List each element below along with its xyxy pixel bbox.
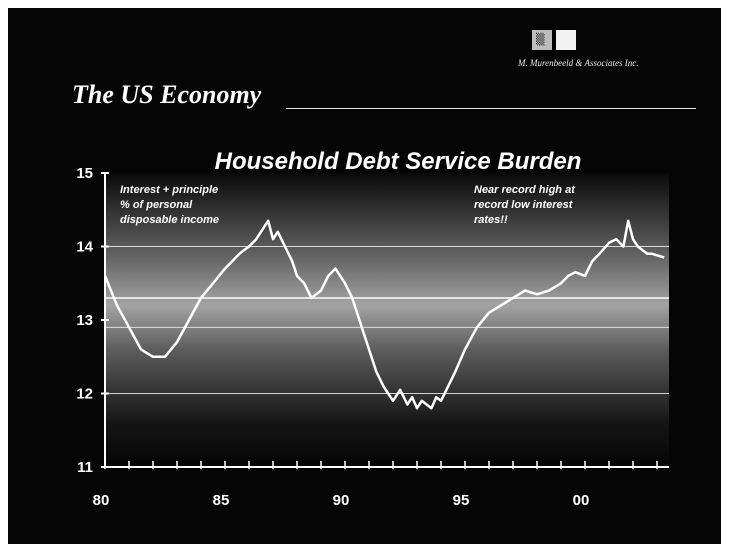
company-logo-icon: ▒ <box>532 30 552 50</box>
annotation-left-line: Interest + principle <box>120 184 218 196</box>
x-tick-label: 85 <box>213 492 230 509</box>
tick-labels: 80 85 90 95 00 15 14 13 12 11 <box>76 165 589 509</box>
y-tick-label: 11 <box>77 459 93 476</box>
annotation-right-line: record low interest <box>474 199 574 211</box>
annotation-right-line: Near record high at <box>474 184 576 196</box>
slide-title: The US Economy <box>72 80 262 109</box>
series-layer <box>103 219 665 410</box>
annotation-right-line: rates!! <box>474 214 508 226</box>
chart-title: Household Debt Service Burden <box>215 148 582 175</box>
y-tick-label: 12 <box>76 386 93 403</box>
slide: ▒ M. Murenbeeld & Associates Inc. The US… <box>8 8 721 544</box>
axes <box>101 172 669 469</box>
logo-square-icon <box>556 30 576 50</box>
annotation-right: Near record high at record low interest … <box>474 184 578 226</box>
annotation-left-line: disposable income <box>120 214 219 226</box>
company-name: M. Murenbeeld & Associates Inc. <box>518 58 639 68</box>
annotation-left: Interest + principle % of personal dispo… <box>120 184 221 226</box>
x-tick-label: 00 <box>573 492 590 509</box>
x-tick-label: 80 <box>93 492 110 509</box>
x-tick-label: 90 <box>333 492 350 509</box>
title-underline <box>286 108 696 109</box>
chart: Household Debt Service Burden 80 85 90 95 00… <box>76 148 669 509</box>
debt-service-line <box>103 219 665 410</box>
plot-background <box>105 173 669 467</box>
annotation-left-line: % of personal <box>120 199 193 211</box>
y-tick-label: 14 <box>76 239 93 256</box>
x-tick-label: 95 <box>453 492 470 509</box>
logo-glyph: ▒ <box>536 33 545 46</box>
y-tick-label: 15 <box>76 165 93 182</box>
y-tick-label: 13 <box>76 312 93 329</box>
